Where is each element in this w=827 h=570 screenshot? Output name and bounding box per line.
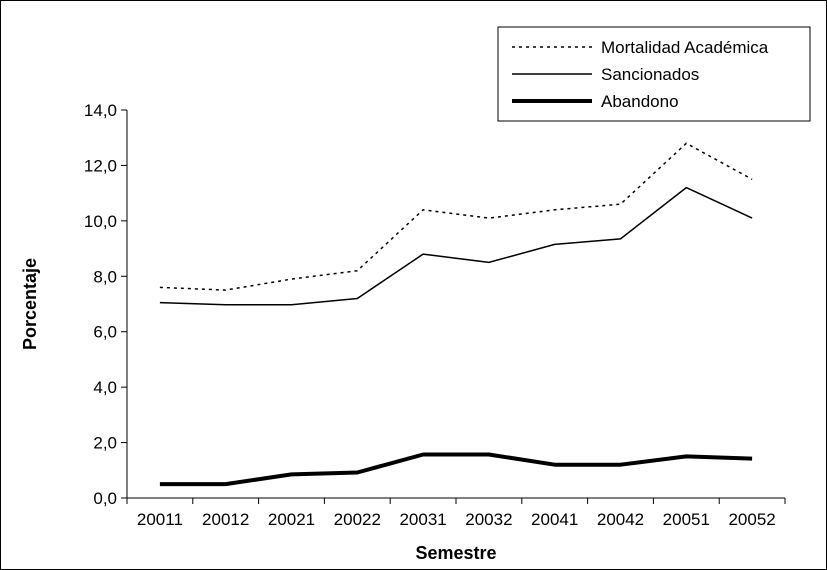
x-tick-label: 20051	[663, 510, 710, 529]
y-tick-label: 10,0	[84, 212, 117, 231]
x-axis-title: Semestre	[415, 543, 496, 563]
y-axis-ticks: 0,0 2,0 4,0 6,0 8,0 10,0 12,0 14,0	[84, 101, 127, 508]
series-layer	[159, 142, 753, 487]
series-line-sancionados	[159, 186, 753, 306]
y-tick-label: 2,0	[93, 434, 117, 453]
x-tick-label: 20031	[399, 510, 446, 529]
x-tick-label: 20012	[202, 510, 249, 529]
x-tick-label: 20022	[334, 510, 381, 529]
y-tick-label: 4,0	[93, 378, 117, 397]
y-tick-label: 0,0	[93, 489, 117, 508]
y-tick-label: 6,0	[93, 323, 117, 342]
series-line-mortalidad-academica	[159, 142, 753, 291]
x-axis-ticks: 20011 20012 20021 20022 20031 20032 20041 20042…	[126, 498, 786, 529]
x-tick-label: 20021	[268, 510, 315, 529]
x-tick-label: 20041	[531, 510, 578, 529]
series-line-abandono	[159, 452, 753, 487]
x-tick-label: 20011	[137, 510, 183, 529]
y-tick-label: 8,0	[93, 267, 117, 286]
x-tick-label: 20052	[728, 510, 775, 529]
x-tick-label: 20042	[597, 510, 644, 529]
y-tick-label: 14,0	[84, 101, 117, 120]
legend-label: Sancionados	[601, 65, 699, 84]
y-tick-label: 12,0	[84, 156, 117, 175]
legend: Mortalidad Académica Sancionados Abandono	[497, 26, 811, 122]
legend-label: Abandono	[601, 92, 679, 111]
x-tick-label: 20032	[465, 510, 512, 529]
legend-label: Mortalidad Académica	[601, 38, 769, 57]
y-axis-title: Porcentaje	[20, 258, 40, 350]
